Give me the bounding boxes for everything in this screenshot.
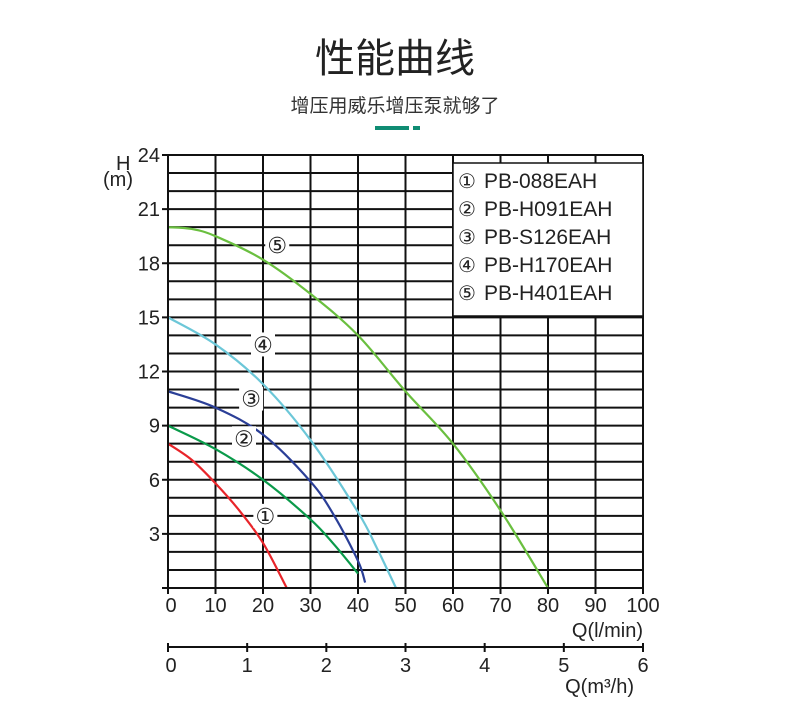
y-tick-label: 18 [138, 253, 160, 275]
y-tick-label: 21 [138, 199, 160, 221]
x-tick-label: 50 [394, 595, 416, 617]
y-tick-label: 15 [138, 307, 160, 329]
x-tick-label: 70 [489, 595, 511, 617]
legend-entry: PB-088EAH [484, 170, 597, 193]
x-tick-label: 20 [252, 595, 274, 617]
curve-label-5: ⑤ [267, 233, 287, 258]
curve-label-bg [232, 426, 256, 451]
x2-tick-label: 5 [558, 655, 569, 677]
curve-label-1: ① [256, 504, 276, 529]
curve-label-bg [253, 503, 278, 528]
page-subtitle: 增压用威乐增压泵就够了 [290, 95, 500, 117]
curve-label-bg [265, 233, 290, 258]
x2-tick-label: 1 [242, 655, 253, 677]
curve-4 [167, 316, 397, 589]
x-tick-label: 80 [537, 595, 559, 617]
curve-label-3: ③ [241, 387, 261, 412]
legend-entry: PB-S126EAH [484, 226, 611, 249]
legend-box [452, 162, 644, 317]
y-axis-label: H [116, 153, 130, 175]
legend-marker: ④ [458, 255, 476, 277]
curve-label-4: ④ [253, 332, 273, 357]
legend-marker: ② [458, 199, 476, 221]
y-axis-unit: (m) [103, 169, 133, 191]
curve-label-bg [239, 386, 264, 411]
curve-2 [167, 424, 359, 575]
x-tick-label: 0 [165, 595, 176, 617]
x2-tick-label: 4 [479, 655, 490, 677]
y-tick-label: 6 [149, 470, 160, 492]
curve-1 [167, 442, 288, 589]
y-tick-label: 9 [149, 416, 160, 438]
y-tick-label: 3 [149, 524, 160, 546]
x2-tick-label: 3 [400, 655, 411, 677]
x2-tick-label: 2 [321, 655, 332, 677]
x-axis-label: Q(l/min) [572, 620, 643, 642]
x2-tick-label: 0 [165, 655, 176, 677]
legend-marker: ① [458, 171, 476, 193]
legend-entry: PB-H170EAH [484, 254, 612, 277]
x-tick-label: 10 [204, 595, 226, 617]
x2-tick-label: 6 [637, 655, 648, 677]
x-tick-label: 40 [347, 595, 369, 617]
page-title: 性能曲线 [315, 36, 475, 82]
curve-3 [167, 390, 367, 583]
y-tick-label: 24 [138, 145, 160, 167]
x-tick-label: 100 [626, 595, 659, 617]
accent-bar [375, 126, 409, 130]
y-tick-label: 12 [138, 362, 160, 384]
curve-5 [167, 226, 549, 589]
legend-marker: ⑤ [458, 283, 476, 305]
x-tick-label: 90 [584, 595, 606, 617]
x2-axis-label: Q(m³/h) [565, 676, 634, 698]
accent-bar-dot [413, 126, 420, 130]
legend-entry: PB-H091EAH [484, 198, 612, 221]
curve-label-bg [251, 332, 275, 357]
legend-marker: ③ [458, 227, 476, 249]
x-tick-label: 30 [299, 595, 321, 617]
curve-label-2: ② [234, 426, 254, 451]
legend-entry: PB-H401EAH [484, 282, 612, 305]
x-tick-label: 60 [442, 595, 464, 617]
